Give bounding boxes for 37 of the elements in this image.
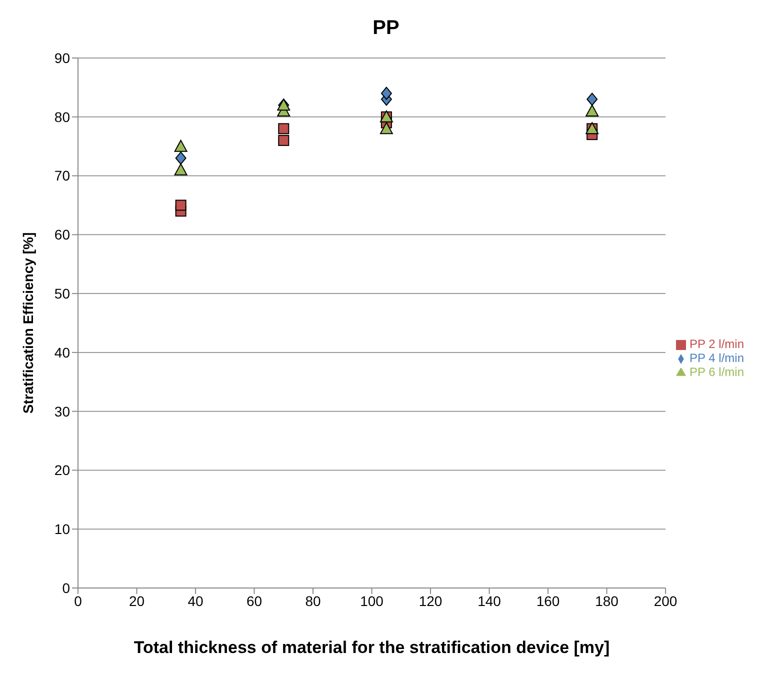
point xyxy=(380,86,392,100)
y-tick-label: 40 xyxy=(54,344,70,360)
chart-title: PP xyxy=(372,16,400,41)
x-tick-label: 200 xyxy=(654,592,678,609)
legend-label: PP 2 l/min xyxy=(690,337,744,351)
y-tick-label: 60 xyxy=(54,226,70,243)
x-tick-label: 40 xyxy=(188,592,204,609)
point xyxy=(278,123,290,134)
y-tick-label: 50 xyxy=(54,286,70,302)
y-tick-label: 30 xyxy=(54,403,70,420)
point xyxy=(174,163,188,176)
x-tick-label: 0 xyxy=(74,592,82,609)
y-tick-label: 0 xyxy=(62,580,70,596)
point xyxy=(586,92,598,106)
x-tick-label: 160 xyxy=(536,592,560,609)
y-axis-title: Stratification Efficiency [%] xyxy=(20,232,36,414)
y-tick-label: 20 xyxy=(54,462,70,478)
x-tick-label: 100 xyxy=(360,592,384,609)
point xyxy=(175,200,186,211)
point xyxy=(278,134,290,146)
y-tick-label: 90 xyxy=(54,50,70,66)
x-axis-title: Total thickness of material for the stratification device [my] xyxy=(134,638,610,657)
x-tick-label: 60 xyxy=(246,592,262,609)
x-tick-label: 120 xyxy=(418,592,442,609)
x-tick-label: 140 xyxy=(478,592,502,609)
y-tick-label: 10 xyxy=(54,521,70,538)
x-tick-label: 80 xyxy=(305,592,322,609)
x-tick-label: 180 xyxy=(595,592,619,609)
point xyxy=(174,140,188,152)
point xyxy=(586,104,599,116)
legend-label: PP 6 l/min xyxy=(690,365,744,379)
legend-label: PP 4 l/min xyxy=(690,351,744,365)
point xyxy=(175,152,186,165)
point xyxy=(380,122,393,134)
x-tick-label: 20 xyxy=(128,592,145,609)
y-tick-label: 70 xyxy=(54,168,70,184)
y-tick-label: 80 xyxy=(54,108,70,125)
